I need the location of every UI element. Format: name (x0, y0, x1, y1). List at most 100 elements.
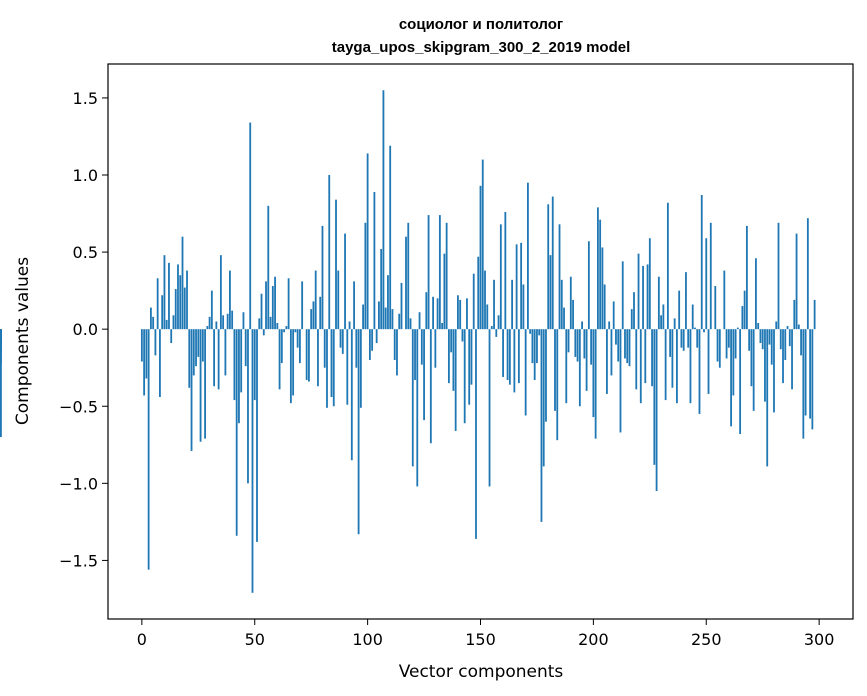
bar (249, 122, 252, 330)
bar (714, 286, 717, 330)
bar (499, 224, 502, 330)
bar (603, 284, 606, 330)
bar (802, 329, 805, 439)
bar (752, 329, 755, 411)
bar (269, 316, 272, 330)
bar (527, 182, 529, 330)
x-tick-label: 100 (352, 630, 383, 649)
bar (366, 153, 369, 330)
bar (608, 321, 611, 330)
bar (574, 329, 577, 357)
bar (231, 310, 234, 330)
bar (698, 329, 701, 414)
bar (260, 293, 263, 330)
bar (547, 204, 550, 330)
bar (581, 321, 583, 330)
bar (811, 329, 814, 430)
bar (161, 295, 164, 330)
bar (445, 222, 448, 330)
bar (0, 329, 2, 365)
bar (770, 329, 773, 365)
bar (520, 242, 523, 330)
bar (585, 329, 588, 391)
bar (545, 329, 547, 422)
bar (795, 233, 798, 330)
bar (280, 329, 283, 364)
bar (416, 329, 419, 487)
bar (651, 329, 653, 387)
bar (766, 329, 769, 467)
bar (624, 329, 626, 359)
bar (615, 329, 617, 345)
bar (140, 329, 143, 362)
bar (791, 329, 793, 390)
bar (813, 299, 816, 330)
chart-title: социолог и политолог tayga_upos_skipgram… (332, 16, 631, 56)
bar (551, 196, 554, 330)
bar (407, 222, 410, 330)
bar (454, 329, 457, 431)
bar (368, 329, 371, 360)
bar (165, 319, 168, 330)
bar (709, 222, 712, 330)
bar (700, 195, 703, 330)
bar (515, 244, 518, 330)
bar (321, 225, 324, 330)
bar (278, 329, 281, 390)
bar (247, 329, 249, 484)
bar (513, 329, 516, 393)
bar (258, 318, 261, 330)
bar (572, 299, 574, 330)
bar (168, 262, 170, 330)
bar (382, 90, 385, 330)
bar (497, 315, 500, 330)
bar (484, 270, 486, 330)
bar (488, 329, 491, 487)
bar (809, 329, 812, 419)
bar (511, 279, 514, 330)
bar (768, 329, 771, 345)
bar (213, 329, 216, 387)
bar (298, 329, 301, 364)
bar (775, 321, 778, 330)
bar (610, 329, 613, 376)
bar (723, 270, 726, 330)
bar (739, 329, 742, 434)
bar (409, 318, 412, 330)
bar (364, 222, 367, 330)
bar (662, 304, 665, 330)
bar (594, 329, 597, 439)
bar (292, 329, 295, 396)
bar (219, 255, 222, 330)
bar (466, 298, 468, 330)
y-axis-label: Components values (13, 257, 33, 425)
bar (463, 329, 466, 424)
bar (143, 329, 146, 396)
bar (619, 329, 622, 433)
bar (344, 233, 346, 330)
bar (472, 273, 475, 330)
bar (788, 329, 791, 347)
bar (475, 329, 477, 539)
bar (174, 289, 177, 330)
bar (317, 329, 319, 387)
bar (294, 329, 297, 333)
bar (271, 286, 274, 330)
bar (201, 329, 204, 362)
bar (208, 316, 211, 330)
bar (730, 329, 732, 427)
x-tick-label: 300 (804, 630, 835, 649)
y-tick-label: −1.5 (59, 551, 98, 570)
bar (425, 292, 428, 330)
bar (192, 329, 195, 376)
x-axis-label: Vector components (399, 662, 564, 682)
bar (380, 249, 383, 330)
bar (468, 329, 471, 405)
bar (804, 329, 807, 416)
bar (660, 315, 663, 330)
bar (506, 329, 509, 381)
bar (479, 185, 482, 330)
bar (274, 276, 276, 330)
bar (678, 290, 681, 330)
